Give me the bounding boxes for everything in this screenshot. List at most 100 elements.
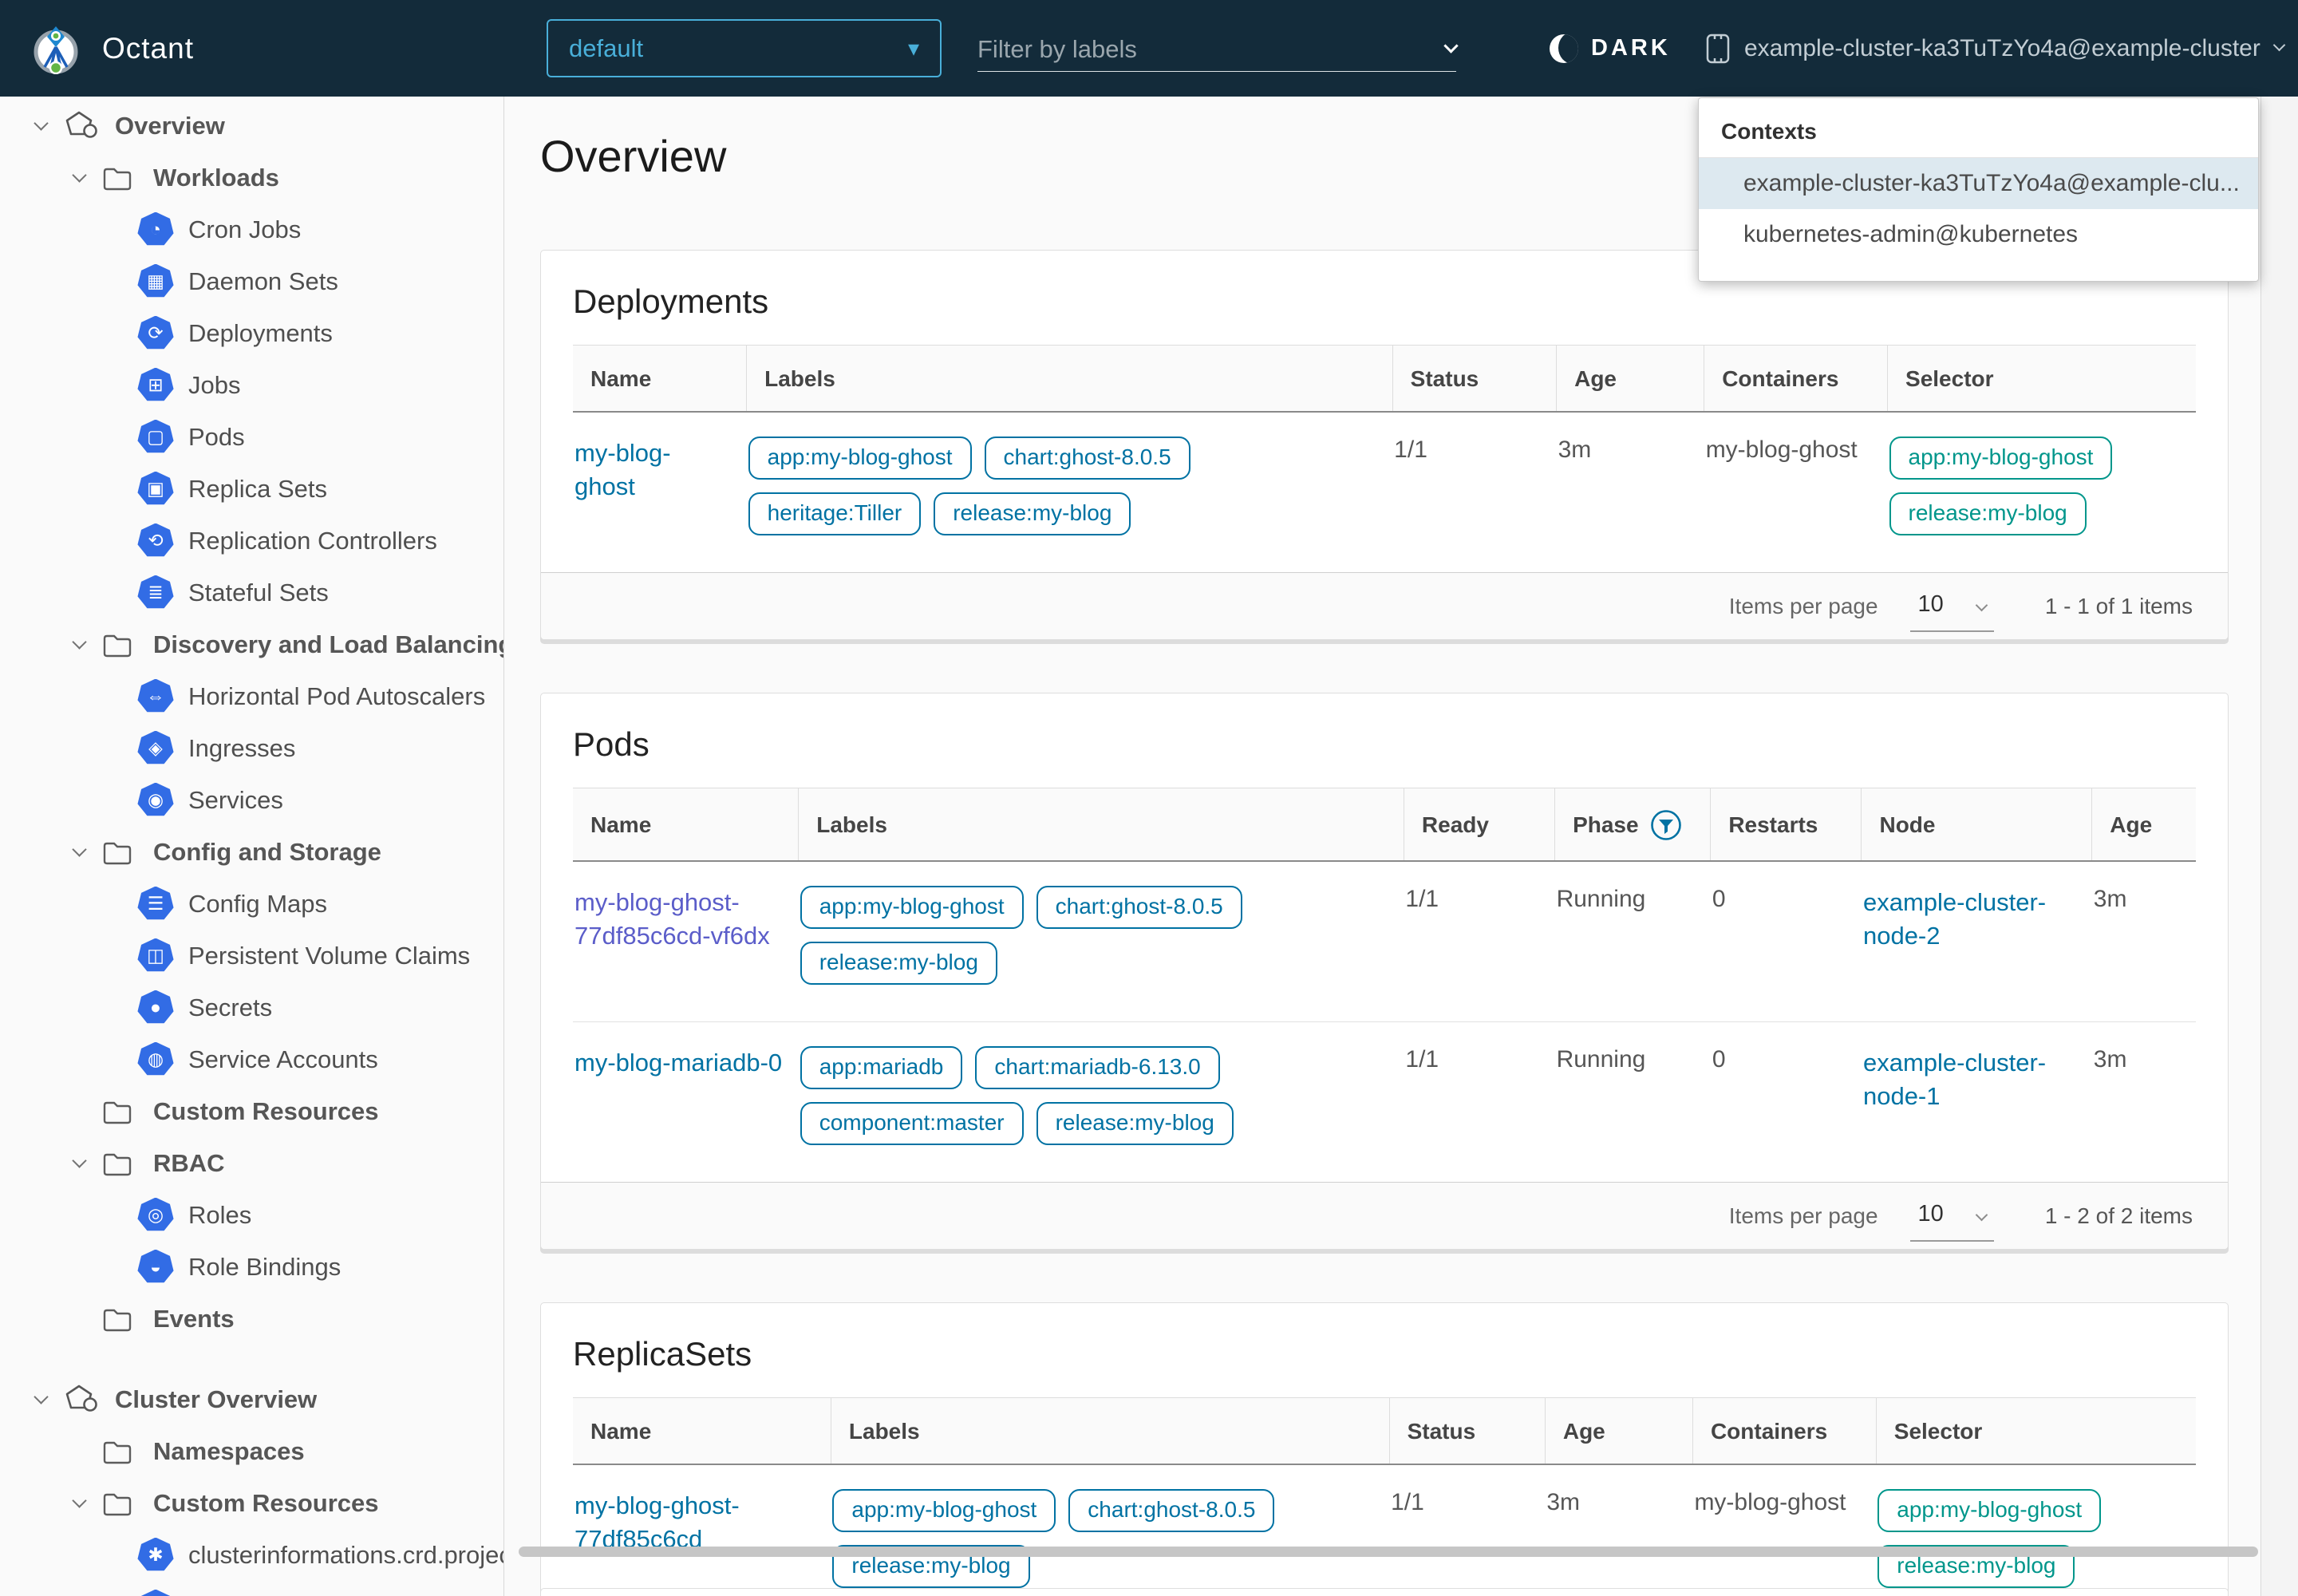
sidebar-item-label: clusterinformations.crd.projec [188,1540,503,1569]
column-header-ready[interactable]: Ready [1403,788,1555,862]
selector-pill[interactable]: app:my-blog-ghost [1877,1489,2102,1532]
column-header-containers[interactable]: Containers [1704,345,1888,413]
chevron-down-icon[interactable] [71,634,87,650]
column-header-name[interactable]: Name [573,788,799,862]
sidebar-item-csidrivers-csi-storage-k8s-io[interactable]: ✱ csidrivers.csi.storage.k8s.io [0,1581,503,1596]
column-header-age[interactable]: Age [1556,345,1704,413]
sidebar-item-horizontal-pod-autoscalers[interactable]: ⇔ Horizontal Pod Autoscalers [0,670,503,722]
label-pill[interactable]: app:mariadb [800,1046,963,1089]
vertical-scrollbar-track[interactable] [2260,97,2298,1596]
column-header-labels[interactable]: Labels [746,345,1393,413]
chevron-down-icon[interactable] [71,1493,87,1508]
sidebar-item-config-and-storage[interactable]: Config and Storage [0,826,503,878]
context-selector[interactable]: example-cluster-ka3TuTzYo4a@example-clus… [1704,0,2286,97]
page-size-select[interactable]: 10 [1909,591,1994,632]
sidebar-item-deployments[interactable]: ⟳ Deployments [0,307,503,359]
sidebar-item-stateful-sets[interactable]: ≣ Stateful Sets [0,567,503,618]
sidebar-item-config-maps[interactable]: ☰ Config Maps [0,878,503,930]
sidebar-item-daemon-sets[interactable]: ▦ Daemon Sets [0,255,503,307]
sidebar-item-replication-controllers[interactable]: ⟲ Replication Controllers [0,515,503,567]
horizontal-scrollbar-thumb[interactable] [519,1547,2258,1557]
dark-theme-toggle[interactable]: DARK [1550,0,1671,97]
column-header-name[interactable]: Name [573,345,747,413]
column-header-name[interactable]: Name [573,1397,831,1465]
label-pill[interactable]: app:my-blog-ghost [832,1489,1056,1532]
data-table: Name Labels Ready Phase Restarts Node Age my-bl… [573,788,2196,1182]
label-pill[interactable]: app:my-blog-ghost [800,886,1024,929]
cell-text: 3m [2093,886,2127,912]
sidebar-item-rbac[interactable]: RBAC [0,1137,503,1189]
cell-text: my-blog-ghost [1694,1489,1846,1515]
filter-chevron-icon [1443,38,1459,53]
label-pill[interactable]: chart:ghost-8.0.5 [1036,886,1242,929]
chevron-down-icon[interactable] [33,116,49,131]
cell-text: 1/1 [1405,1046,1439,1073]
sidebar-item-pods[interactable]: ▢ Pods [0,411,503,463]
sidebar-item-namespaces[interactable]: Namespaces [0,1425,503,1477]
table-cell: app:my-blog-ghost chart:ghost-8.0.5 herita… [747,412,1393,572]
namespace-select[interactable]: default ▾ [547,19,942,77]
resource-link[interactable]: example-cluster-node-2 [1862,888,2047,950]
page-size-select[interactable]: 10 [1909,1201,1994,1242]
filter-funnel-icon[interactable] [1650,809,1682,841]
sidebar-item-workloads[interactable]: Workloads [0,152,503,203]
resource-link[interactable]: example-cluster-node-1 [1862,1049,2047,1110]
label-pill[interactable]: chart:mariadb-6.13.0 [975,1046,1220,1089]
sidebar-item-clusterinformations-crd-projec[interactable]: ✱ clusterinformations.crd.projec [0,1529,503,1581]
sidebar-item-custom-resources[interactable]: Custom Resources [0,1477,503,1529]
sidebar-item-services[interactable]: ◉ Services [0,774,503,826]
sidebar-item-label: Events [153,1304,235,1333]
sidebar-item-ingresses[interactable]: ◈ Ingresses [0,722,503,774]
context-option[interactable]: kubernetes-admin@kubernetes [1743,221,2079,247]
selector-pill[interactable]: release:my-blog [1889,492,2087,535]
sidebar-item-service-accounts[interactable]: ◍ Service Accounts [0,1033,503,1085]
column-header-labels[interactable]: Labels [830,1397,1390,1465]
label-pill[interactable]: app:my-blog-ghost [748,437,972,480]
sidebar-item-custom-resources[interactable]: Custom Resources [0,1085,503,1137]
column-header-node[interactable]: Node [1861,788,2092,862]
selector-pill[interactable]: app:my-blog-ghost [1889,437,2113,480]
chevron-down-icon[interactable] [71,842,87,857]
label-pill[interactable]: release:my-blog [800,942,997,985]
label-pill[interactable]: chart:ghost-8.0.5 [984,437,1190,480]
sidebar-item-events[interactable]: Events [0,1293,503,1345]
sidebar-item-jobs[interactable]: ⊞ Jobs [0,359,503,411]
chevron-down-icon[interactable] [71,1153,87,1168]
label-pill[interactable]: heritage:Tiller [748,492,922,535]
filter-by-labels-input[interactable]: Filter by labels [977,27,1459,72]
column-header-age[interactable]: Age [1544,1397,1693,1465]
sidebar-item-roles[interactable]: ◎ Roles [0,1189,503,1241]
column-header-age[interactable]: Age [2091,788,2196,862]
column-header-status[interactable]: Status [1388,1397,1546,1465]
cell-text: my-blog-ghost [1705,437,1858,463]
column-header-restarts[interactable]: Restarts [1710,788,1862,862]
column-header-containers[interactable]: Containers [1692,1397,1877,1465]
sidebar-item-role-bindings[interactable]: ◒ Role Bindings [0,1241,503,1293]
column-header-phase[interactable]: Phase [1554,788,1711,862]
service-icon: ◉ [137,782,174,816]
context-option-selected[interactable]: example-cluster-ka3TuTzYo4a@example-clu.… [1699,158,2258,209]
chevron-down-icon[interactable] [33,1389,49,1404]
label-pill[interactable]: release:my-blog [934,492,1131,535]
sidebar-item-replica-sets[interactable]: ▣ Replica Sets [0,463,503,515]
octant-logo[interactable]: Octant [30,23,194,74]
resource-link[interactable]: my-blog-ghost-77df85c6cd-vf6dx [574,888,770,950]
resource-link[interactable]: my-blog-ghost [574,439,671,500]
column-header-labels[interactable]: Labels [798,788,1404,862]
sidebar-item-cron-jobs[interactable]: ◔ Cron Jobs [0,203,503,255]
resource-link[interactable]: my-blog-ghost-77df85c6cd [574,1491,740,1553]
chevron-down-icon[interactable] [71,168,87,183]
sidebar-item-cluster-overview[interactable]: Cluster Overview [0,1373,503,1425]
label-pill[interactable]: chart:ghost-8.0.5 [1068,1489,1275,1532]
column-header-selector[interactable]: Selector [1887,345,2196,413]
sidebar-item-overview[interactable]: Overview [0,100,503,152]
column-header-selector[interactable]: Selector [1875,1397,2196,1465]
sidebar-item-discovery-and-load-balancing[interactable]: Discovery and Load Balancing [0,618,503,670]
resource-link[interactable]: my-blog-mariadb-0 [574,1049,783,1077]
column-header-status[interactable]: Status [1392,345,1557,413]
label-pill[interactable]: component:master [800,1102,1024,1145]
sidebar-item-secrets[interactable]: ● Secrets [0,982,503,1033]
context-icon [1706,34,1730,63]
sidebar-item-persistent-volume-claims[interactable]: ◫ Persistent Volume Claims [0,930,503,982]
label-pill[interactable]: release:my-blog [1036,1102,1234,1145]
